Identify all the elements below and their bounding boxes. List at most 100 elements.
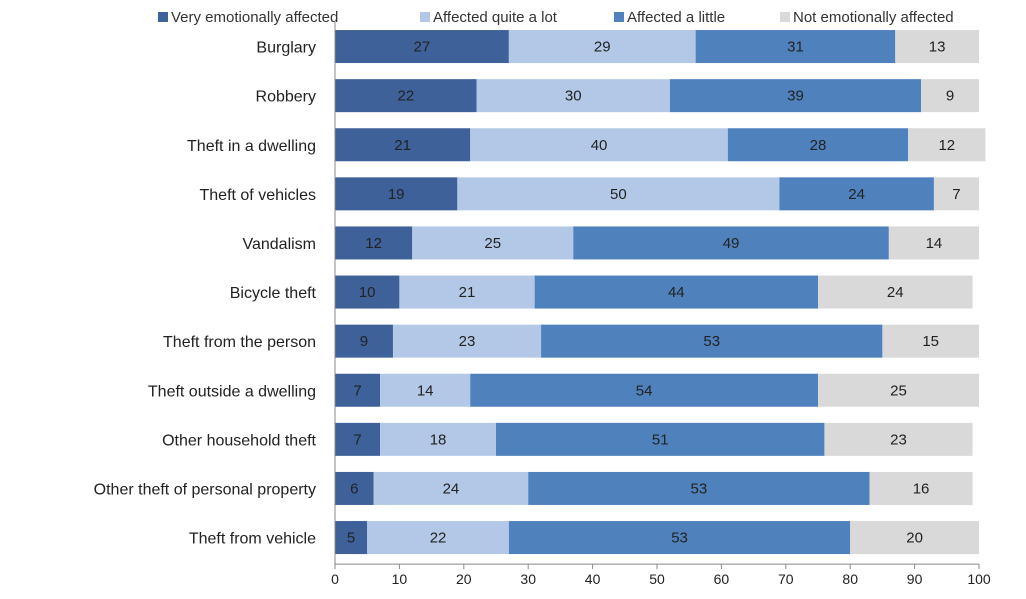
bar-row-theft-in-a-dwelling: 21 40 28 12 (335, 128, 986, 162)
bar-segment-not-emotionally-affected (818, 373, 979, 407)
bar-segment-affected-quite-a-lot (470, 128, 728, 162)
data-label: 9 (360, 333, 368, 350)
category-label: Theft from vehicle (189, 531, 316, 548)
data-label: 23 (890, 431, 907, 448)
data-label: 9 (946, 88, 954, 105)
bar-segment-affected-quite-a-lot (392, 324, 542, 358)
data-label: 53 (703, 333, 720, 350)
data-label: 7 (353, 431, 361, 448)
data-label: 6 (350, 480, 358, 497)
bar-segment-very-emotionally-affected (335, 275, 400, 309)
data-label: 20 (906, 530, 923, 547)
category-label: Burglary (256, 40, 316, 57)
data-label: 14 (417, 382, 434, 399)
category-label: Vandalism (242, 236, 316, 253)
x-tick-label: 100 (967, 571, 991, 587)
bar-segment-very-emotionally-affected (335, 521, 368, 555)
x-tick-label: 0 (331, 571, 339, 587)
x-tick-label: 90 (907, 571, 923, 587)
bar-segment-very-emotionally-affected (335, 128, 471, 162)
legend-label: Not emotionally affected (793, 9, 954, 26)
data-label: 23 (459, 333, 476, 350)
category-label: Theft of vehicles (200, 187, 317, 204)
bar-row-theft-outside-a-dwelling: 7 14 54 25 (335, 373, 979, 407)
bar-segment-affected-a-little (727, 128, 909, 162)
bar-segment-not-emotionally-affected (882, 324, 979, 358)
data-label: 22 (397, 88, 414, 105)
data-label: 5 (347, 530, 355, 547)
bar-segment-affected-quite-a-lot (412, 226, 574, 260)
data-label: 31 (787, 39, 804, 56)
bar-segment-not-emotionally-affected (933, 177, 979, 211)
x-axis: 0 10 20 30 40 50 60 70 80 90 100 (331, 563, 991, 587)
legend-label: Affected a little (627, 9, 725, 26)
data-label: 7 (353, 382, 361, 399)
bar-segment-affected-a-little (528, 471, 870, 505)
x-tick-label: 70 (778, 571, 794, 587)
data-label: 53 (671, 530, 688, 547)
bar-segment-affected-a-little (573, 226, 889, 260)
bar-segment-affected-a-little (695, 30, 896, 64)
data-label: 21 (394, 137, 411, 154)
x-tick-label: 80 (842, 571, 858, 587)
legend-item-affected-quite-a-lot: Affected quite a lot (420, 9, 558, 26)
bar-row-theft-of-vehicles: 19 50 24 7 (335, 177, 979, 211)
data-label: 12 (938, 137, 955, 154)
data-label: 10 (359, 284, 376, 301)
bar-segment-affected-quite-a-lot (399, 275, 535, 309)
bar-segment-affected-quite-a-lot (457, 177, 780, 211)
bar-segment-affected-quite-a-lot (476, 79, 670, 113)
category-label: Other theft of personal property (94, 481, 316, 498)
x-tick-label: 20 (456, 571, 472, 587)
category-label: Theft in a dwelling (187, 138, 316, 155)
bar-row-robbery: 22 30 39 9 (335, 79, 979, 113)
bar-segment-not-emotionally-affected (895, 30, 979, 64)
legend-item-very-emotionally-affected: Very emotionally affected (158, 9, 338, 26)
data-label: 30 (565, 88, 582, 105)
legend-swatch (614, 12, 624, 22)
legend: Very emotionally affected Affected quite … (158, 9, 954, 26)
data-label: 21 (459, 284, 476, 301)
data-label: 24 (848, 186, 865, 203)
legend-swatch (158, 12, 168, 22)
data-label: 44 (668, 284, 685, 301)
legend-item-not-emotionally-affected: Not emotionally affected (780, 9, 954, 26)
bar-segment-very-emotionally-affected (335, 177, 458, 211)
bar-segment-not-emotionally-affected (921, 79, 979, 113)
data-label: 22 (430, 530, 447, 547)
legend-item-affected-a-little: Affected a little (614, 9, 725, 26)
bar-segment-very-emotionally-affected (335, 422, 381, 456)
bar-segment-affected-a-little (534, 275, 818, 309)
bar-segment-affected-quite-a-lot (373, 471, 529, 505)
data-label: 15 (922, 333, 939, 350)
data-label: 24 (443, 480, 460, 497)
bar-row-other-theft-of-personal-property: 6 24 53 16 (335, 471, 973, 505)
bar-segment-not-emotionally-affected (824, 422, 973, 456)
category-label: Theft from the person (163, 334, 316, 351)
bar-row-other-household-theft: 7 18 51 23 (335, 422, 973, 456)
data-label: 53 (691, 480, 708, 497)
bar-segment-affected-a-little (779, 177, 934, 211)
legend-label: Affected quite a lot (433, 9, 558, 26)
data-label: 50 (610, 186, 627, 203)
data-label: 29 (594, 39, 611, 56)
data-label: 12 (365, 235, 382, 252)
plot-area: 27 29 31 13 22 30 39 9 21 40 28 12 19 50 24 7 12 25 49 14 10… (335, 30, 986, 555)
data-label: 13 (929, 39, 946, 56)
bar-segment-very-emotionally-affected (335, 471, 374, 505)
bar-segment-very-emotionally-affected (335, 79, 477, 113)
bar-segment-very-emotionally-affected (335, 324, 393, 358)
bar-segment-affected-quite-a-lot (380, 373, 471, 407)
data-label: 24 (887, 284, 904, 301)
bar-row-bicycle-theft: 10 21 44 24 (335, 275, 973, 309)
bar-segment-affected-a-little (508, 521, 851, 555)
data-label: 19 (388, 186, 405, 203)
category-label: Robbery (256, 89, 316, 106)
legend-label: Very emotionally affected (171, 9, 338, 26)
bar-segment-affected-quite-a-lot (367, 521, 509, 555)
data-label: 7 (952, 186, 960, 203)
bar-segment-affected-a-little (496, 422, 825, 456)
category-label: Theft outside a dwelling (148, 383, 316, 400)
x-tick-label: 50 (649, 571, 665, 587)
